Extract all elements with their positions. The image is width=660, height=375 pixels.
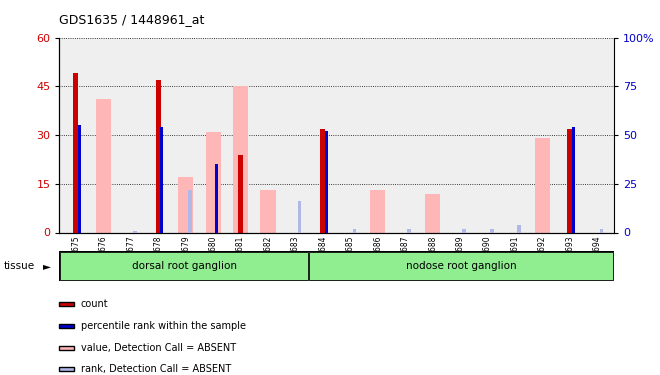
Bar	[517, 225, 521, 232]
Bar	[572, 127, 575, 232]
Text: percentile rank within the sample: percentile rank within the sample	[81, 321, 246, 331]
Text: rank, Detection Call = ABSENT: rank, Detection Call = ABSENT	[81, 364, 231, 374]
Bar	[462, 229, 466, 232]
Bar	[425, 194, 440, 232]
Bar	[490, 229, 494, 232]
Bar	[215, 164, 218, 232]
Bar	[233, 86, 248, 232]
Bar	[178, 177, 193, 232]
Bar	[599, 229, 603, 232]
Bar	[78, 125, 81, 232]
Bar	[96, 99, 111, 232]
Bar	[60, 252, 308, 280]
Bar	[133, 231, 137, 232]
Bar	[261, 190, 275, 232]
Text: tissue: tissue	[3, 261, 34, 271]
Bar	[73, 73, 79, 232]
Bar	[298, 201, 302, 232]
Text: count: count	[81, 299, 108, 309]
Text: nodose root ganglion: nodose root ganglion	[406, 261, 517, 271]
Bar	[407, 229, 411, 232]
Bar	[320, 129, 325, 232]
Bar	[370, 190, 385, 232]
Bar	[535, 138, 550, 232]
Text: value, Detection Call = ABSENT: value, Detection Call = ABSENT	[81, 343, 236, 352]
Bar	[238, 154, 243, 232]
Bar	[568, 129, 572, 232]
Bar	[205, 132, 220, 232]
Bar	[310, 252, 613, 280]
Bar	[352, 229, 356, 232]
Text: ►: ►	[43, 261, 51, 271]
Bar	[156, 80, 160, 232]
Bar	[325, 131, 328, 232]
Text: GDS1635 / 1448961_at: GDS1635 / 1448961_at	[59, 13, 205, 26]
Text: dorsal root ganglion: dorsal root ganglion	[131, 261, 237, 271]
Bar	[188, 190, 191, 232]
Bar	[160, 127, 164, 232]
